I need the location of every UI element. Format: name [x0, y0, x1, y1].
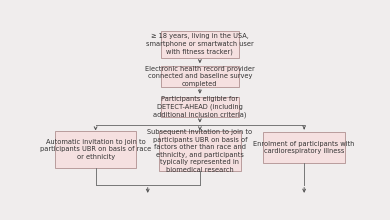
Text: Electronic health record provider
connected and baseline survey
completed: Electronic health record provider connec… [145, 66, 255, 87]
FancyBboxPatch shape [55, 131, 136, 168]
FancyBboxPatch shape [159, 131, 241, 171]
Text: ≥ 18 years, living in the USA,
smartphone or smartwatch user
with fitness tracke: ≥ 18 years, living in the USA, smartphon… [146, 33, 254, 55]
Text: Participants eligible for
DETECT-AHEAD (including
additional inclusion criteria): Participants eligible for DETECT-AHEAD (… [153, 96, 246, 118]
FancyBboxPatch shape [161, 97, 239, 117]
Text: Automatic invitation to join to
participants UBR on basis of race
or ethnicity: Automatic invitation to join to particip… [40, 139, 151, 160]
FancyBboxPatch shape [161, 66, 239, 86]
Text: Subsequent invitation to join to
participants UBR on basis of
factors other than: Subsequent invitation to join to partici… [147, 129, 252, 173]
Text: Enrolment of participants with
cardiorespiratory illness: Enrolment of participants with cardiores… [254, 141, 355, 154]
FancyBboxPatch shape [161, 31, 239, 58]
FancyBboxPatch shape [263, 132, 345, 163]
